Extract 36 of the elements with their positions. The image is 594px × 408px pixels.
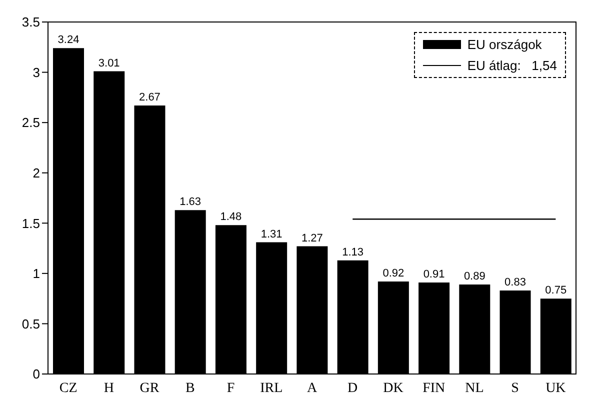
x-tick-label: UK [546, 380, 566, 396]
data-label: 1.31 [260, 228, 282, 240]
data-label: 1.13 [342, 246, 364, 258]
y-tick-label: 3 [32, 64, 40, 80]
data-label: 0.91 [423, 268, 445, 280]
x-tick-label: H [104, 380, 114, 396]
y-tick-label: 0.5 [22, 316, 40, 332]
data-label: 0.89 [464, 270, 486, 282]
x-tick-label: S [511, 380, 519, 396]
x-tick-label: IRL [260, 380, 283, 396]
data-label: 0.92 [382, 267, 404, 280]
data-label: 1.63 [180, 196, 202, 208]
y-tick-label: 2 [32, 165, 40, 180]
x-tick-label: GR [140, 380, 160, 396]
y-tick-label: 0 [32, 366, 40, 382]
x-tick-label: FIN [422, 380, 446, 396]
legend-label: EU országok [467, 37, 542, 52]
y-tick-label: 3.5 [22, 14, 40, 30]
data-label: 3.01 [98, 57, 120, 70]
legend-label: EU átlag: 1,54 [467, 58, 557, 73]
y-tick-label: 2.5 [22, 115, 40, 130]
x-tick-label: CZ [59, 380, 78, 396]
data-label: 2.67 [139, 91, 160, 104]
data-label: 0.83 [504, 276, 526, 289]
x-tick-label: NL [465, 380, 484, 396]
data-label: 3.24 [58, 34, 80, 46]
y-tick-label: 1.5 [22, 216, 40, 231]
x-tick-label: B [185, 380, 195, 396]
data-label: 0.75 [545, 284, 567, 297]
x-tick-label: DK [383, 380, 404, 396]
data-label: 1.48 [220, 211, 242, 224]
x-tick-label: D [348, 380, 358, 396]
data-label: 1.27 [301, 232, 323, 244]
y-tick-label: 1 [32, 266, 40, 282]
x-tick-label: A [306, 380, 318, 396]
x-tick-label: F [226, 380, 235, 396]
